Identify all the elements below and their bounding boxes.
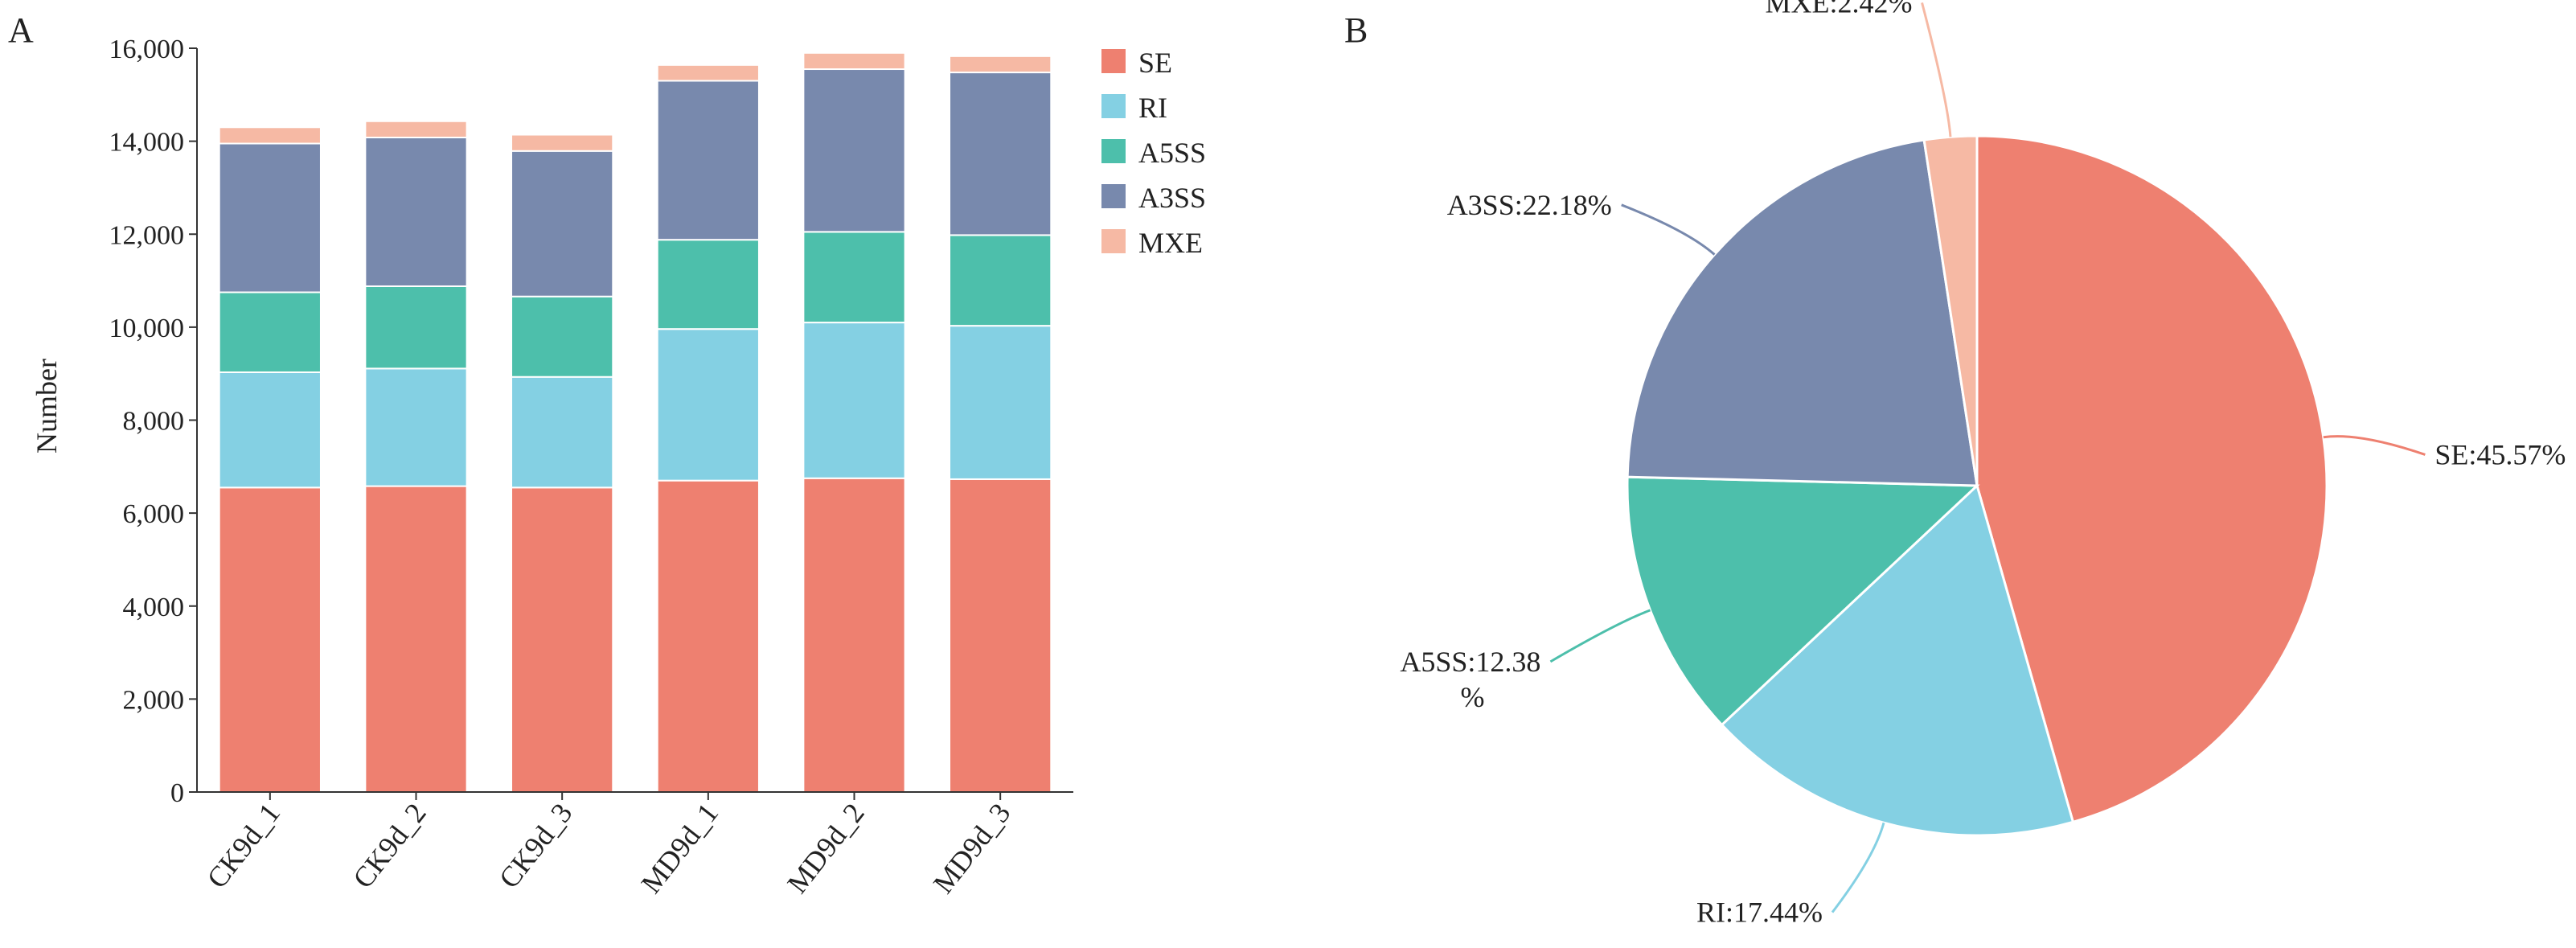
bar-segment-a5ss xyxy=(511,295,614,378)
bar-series-group xyxy=(218,51,1052,793)
bar-segment-ri xyxy=(364,367,468,487)
y-axis-title: Number xyxy=(31,359,63,453)
pie-slices xyxy=(1626,134,2328,837)
x-tick-label: CK9d_2 xyxy=(347,797,433,894)
bar-segment-se xyxy=(949,478,1052,793)
legend-label: MXE xyxy=(1138,227,1203,259)
legend-swatch xyxy=(1101,184,1126,208)
legend-item-se: SE xyxy=(1101,47,1172,79)
legend-swatch xyxy=(1101,49,1126,73)
y-tick-label: 2,000 xyxy=(123,685,185,715)
y-tick-label: 4,000 xyxy=(123,593,185,622)
legend-label: A3SS xyxy=(1138,182,1206,214)
pie-leader-line xyxy=(1831,822,1885,913)
bar-stack-md9d-2 xyxy=(802,51,906,793)
legend-item-a5ss: A5SS xyxy=(1101,137,1206,169)
bar-segment-se xyxy=(656,479,760,793)
x-tick-label: CK9d_3 xyxy=(493,797,579,894)
y-tick-label: 16,000 xyxy=(109,35,185,64)
bar-segment-ri xyxy=(949,325,1052,480)
bar-segment-a3ss xyxy=(656,80,760,241)
bar-stack-ck9d-3 xyxy=(511,133,614,793)
bar-segment-a5ss xyxy=(802,231,906,324)
legend-label: SE xyxy=(1138,47,1172,79)
bar-segment-ri xyxy=(802,322,906,479)
pie-leader-line xyxy=(1621,203,1716,256)
legend-swatch xyxy=(1101,229,1126,253)
legend-label: RI xyxy=(1138,92,1167,124)
legend-swatch xyxy=(1101,139,1126,163)
y-tick-label: 14,000 xyxy=(109,128,185,158)
x-tick-label: CK9d_1 xyxy=(200,797,286,894)
bar-segment-a3ss xyxy=(218,142,322,293)
pie-label-ri: RI:17.44% xyxy=(1696,897,1823,929)
pie-label-a3ss: A3SS:22.18% xyxy=(1447,189,1612,221)
y-tick-label: 8,000 xyxy=(123,407,185,437)
bar-segment-a5ss xyxy=(364,285,468,370)
y-tick-label: 0 xyxy=(170,778,184,808)
pie-label-a5ss: A5SS:12.38 xyxy=(1400,646,1540,678)
bar-segment-ri xyxy=(656,328,760,482)
pie-leader-line xyxy=(1921,2,1952,137)
legend-item-mxe: MXE xyxy=(1101,227,1203,259)
bar-segment-mxe xyxy=(364,120,468,138)
bar-segment-a5ss xyxy=(656,239,760,330)
pie-slice-se xyxy=(1975,134,2328,824)
panel-label-b: B xyxy=(1344,10,1368,50)
pie-chart: B SE:45.57% RI:17.44% A5SS:12.38% A3SS:22.1… xyxy=(1344,0,2566,929)
legend-item-a3ss: A3SS xyxy=(1101,182,1206,214)
legend-label: A5SS xyxy=(1138,137,1206,169)
bar-segment-se xyxy=(218,486,322,793)
pie-leader-line xyxy=(2323,435,2426,456)
bar-segment-a5ss xyxy=(218,291,322,373)
x-axis: CK9d_1 CK9d_2 CK9d_3 MD9d_1 MD9d_2 MD9d_3 xyxy=(197,791,1073,899)
pie-label-a5ss: % xyxy=(1460,681,1484,713)
x-tick-label: MD9d_3 xyxy=(927,797,1017,899)
x-tick-label: MD9d_1 xyxy=(635,797,725,899)
x-tick-label: MD9d_2 xyxy=(781,797,871,899)
bar-segment-a3ss xyxy=(364,137,468,287)
bar-segment-mxe xyxy=(218,126,322,145)
pie-labels: SE:45.57% RI:17.44% A5SS:12.38% A3SS:22.18%… xyxy=(1400,0,2566,929)
pie-slice-a3ss xyxy=(1626,138,1979,487)
bar-segment-a5ss xyxy=(949,234,1052,327)
y-tick-label: 10,000 xyxy=(109,314,185,343)
bar-segment-a3ss xyxy=(511,150,614,298)
bar-segment-mxe xyxy=(802,51,906,71)
pie-leader-line xyxy=(1549,609,1651,663)
legend-swatch xyxy=(1101,94,1126,118)
bar-segment-a3ss xyxy=(949,72,1052,236)
panel-label-a: A xyxy=(8,10,34,50)
y-axis: 0 2,000 4,000 6,000 8,000 10,000 12,000 14,000 1… xyxy=(109,35,198,808)
pie-label-mxe: MXE:2.42% xyxy=(1766,0,1913,18)
bar-segment-ri xyxy=(511,376,614,489)
bar-segment-a3ss xyxy=(802,68,906,233)
y-tick-label: 6,000 xyxy=(123,499,185,529)
bar-segment-se xyxy=(802,477,906,793)
bar-segment-se xyxy=(511,486,614,793)
bar-stack-md9d-1 xyxy=(656,64,760,793)
stacked-bar-chart: A Number 0 2,000 4,000 6,000 8,000 10,000 12,0… xyxy=(8,10,1206,899)
pie-slice-a5ss xyxy=(1626,475,1980,727)
legend-item-ri: RI xyxy=(1101,92,1167,124)
bar-stack-md9d-3 xyxy=(949,55,1052,793)
bar-segment-ri xyxy=(218,371,322,489)
legend: SE RI A5SS A3SS MXE xyxy=(1101,47,1206,259)
bar-segment-mxe xyxy=(656,64,760,82)
y-tick-label: 12,000 xyxy=(109,220,185,250)
bar-segment-mxe xyxy=(949,55,1052,74)
bar-segment-se xyxy=(364,485,468,793)
bar-stack-ck9d-2 xyxy=(364,120,468,793)
bar-stack-ck9d-1 xyxy=(218,126,322,793)
pie-label-se: SE:45.57% xyxy=(2434,438,2566,470)
bar-segment-mxe xyxy=(511,133,614,152)
